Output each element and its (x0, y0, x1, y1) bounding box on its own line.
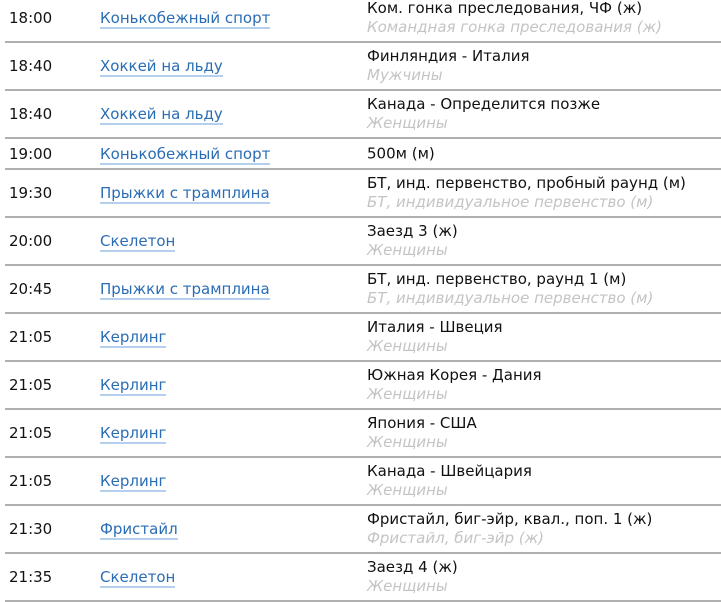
event-time: 19:30 (9, 184, 53, 202)
schedule-row: 21:05 Керлинг Италия - Швеция Женщины (5, 314, 721, 362)
event-info: Канада - Швейцария Женщины (367, 462, 532, 500)
event-subtitle: Фристайл, биг-эйр (ж) (367, 529, 545, 547)
event-time: 20:00 (9, 232, 53, 250)
sport-link[interactable]: Конькобежный спорт (100, 9, 271, 29)
event-title: Япония - США (367, 414, 477, 432)
schedule-row: 21:05 Керлинг Канада - Швейцария Женщины (5, 458, 721, 506)
event-info: Заезд 4 (ж) Женщины (367, 558, 458, 596)
event-info: Канада - Определится позже Женщины (367, 95, 600, 133)
event-time: 21:05 (9, 328, 53, 346)
event-time: 19:00 (9, 144, 53, 163)
event-subtitle: Женщины (367, 337, 448, 355)
schedule-row: 19:30 Прыжки с трамплина БТ, инд. первенст… (5, 170, 721, 218)
schedule-row: 21:05 Керлинг Япония - США Женщины (5, 410, 721, 458)
event-title: 500м (м) (367, 144, 435, 162)
sport-link[interactable]: Скелетон (100, 232, 176, 252)
schedule-row: 21:30 Фристайл Фристайл, биг-эйр, квал., п… (5, 506, 721, 554)
sport-link[interactable]: Фристайл (100, 520, 178, 540)
event-title: Финляндия - Италия (367, 47, 530, 65)
event-time: 18:40 (9, 57, 53, 75)
event-time: 20:45 (9, 280, 53, 298)
sport-link[interactable]: Прыжки с трамплина (100, 184, 270, 204)
event-subtitle: Женщины (367, 241, 448, 259)
event-info: БТ, инд. первенство, раунд 1 (м) БТ, инди… (367, 270, 653, 308)
event-subtitle: Женщины (367, 385, 448, 403)
schedule-row: 20:45 Прыжки с трамплина БТ, инд. первенст… (5, 266, 721, 314)
event-subtitle: Женщины (367, 577, 448, 595)
event-time: 18:40 (9, 105, 53, 123)
event-title: Фристайл, биг-эйр, квал., поп. 1 (ж) (367, 510, 653, 528)
event-title: Южная Корея - Дания (367, 366, 542, 384)
event-title: Заезд 3 (ж) (367, 222, 458, 240)
event-subtitle: Командная гонка преследования (ж) (367, 18, 662, 36)
event-subtitle: Женщины (367, 114, 448, 132)
event-title: БТ, инд. первенство, раунд 1 (м) (367, 270, 627, 288)
event-time: 21:35 (9, 568, 53, 586)
event-info: Финляндия - Италия Мужчины (367, 47, 530, 85)
event-info: Южная Корея - Дания Женщины (367, 366, 542, 404)
schedule-row: 18:00 Конькобежный спорт Ком. гонка пресле… (5, 0, 721, 43)
sport-link[interactable]: Хоккей на льду (100, 57, 223, 77)
event-title: Заезд 4 (ж) (367, 558, 458, 576)
event-subtitle: БТ, индивидуальное первенство (м) (367, 289, 654, 307)
event-time: 18:00 (9, 9, 53, 27)
event-title: Канада - Швейцария (367, 462, 532, 480)
event-info: Япония - США Женщины (367, 414, 477, 452)
event-info: Заезд 3 (ж) Женщины (367, 222, 458, 260)
event-title: БТ, инд. первенство, пробный раунд (м) (367, 174, 686, 192)
sport-link[interactable]: Керлинг (100, 328, 167, 348)
sport-link[interactable]: Хоккей на льду (100, 105, 223, 125)
sport-link[interactable]: Керлинг (100, 424, 167, 444)
sport-link[interactable]: Скелетон (100, 568, 176, 588)
event-info: 500м (м) (367, 144, 435, 163)
schedule-row: 21:35 Скелетон Заезд 4 (ж) Женщины (5, 554, 721, 602)
schedule-row: 18:40 Хоккей на льду Финляндия - Италия Муж… (5, 43, 721, 91)
schedule-row: 20:00 Скелетон Заезд 3 (ж) Женщины (5, 218, 721, 266)
event-time: 21:05 (9, 376, 53, 394)
event-info: БТ, инд. первенство, пробный раунд (м) БТ… (367, 174, 686, 212)
schedule-row: 18:40 Хоккей на льду Канада - Определится … (5, 91, 721, 139)
event-info: Италия - Швеция Женщины (367, 318, 503, 356)
event-info: Фристайл, биг-эйр, квал., поп. 1 (ж) Фрис… (367, 510, 652, 548)
event-title: Италия - Швеция (367, 318, 503, 336)
event-time: 21:05 (9, 424, 53, 442)
schedule-row: 21:05 Керлинг Южная Корея - Дания Женщины (5, 362, 721, 410)
sport-link[interactable]: Керлинг (100, 472, 167, 492)
schedule-row: 19:00 Конькобежный спорт 500м (м) (5, 139, 721, 170)
event-subtitle: Женщины (367, 481, 448, 499)
event-info: Ком. гонка преследования, ЧФ (ж) Командна… (367, 0, 662, 37)
event-time: 21:05 (9, 472, 53, 490)
event-subtitle: Мужчины (367, 66, 443, 84)
event-subtitle: Женщины (367, 433, 448, 451)
event-subtitle: БТ, индивидуальное первенство (м) (367, 193, 654, 211)
event-title: Ком. гонка преследования, ЧФ (ж) (367, 0, 643, 17)
event-time: 21:30 (9, 520, 53, 538)
event-title: Канада - Определится позже (367, 95, 601, 113)
sport-link[interactable]: Прыжки с трамплина (100, 280, 270, 300)
sport-link[interactable]: Конькобежный спорт (100, 144, 271, 165)
sport-link[interactable]: Керлинг (100, 376, 167, 396)
